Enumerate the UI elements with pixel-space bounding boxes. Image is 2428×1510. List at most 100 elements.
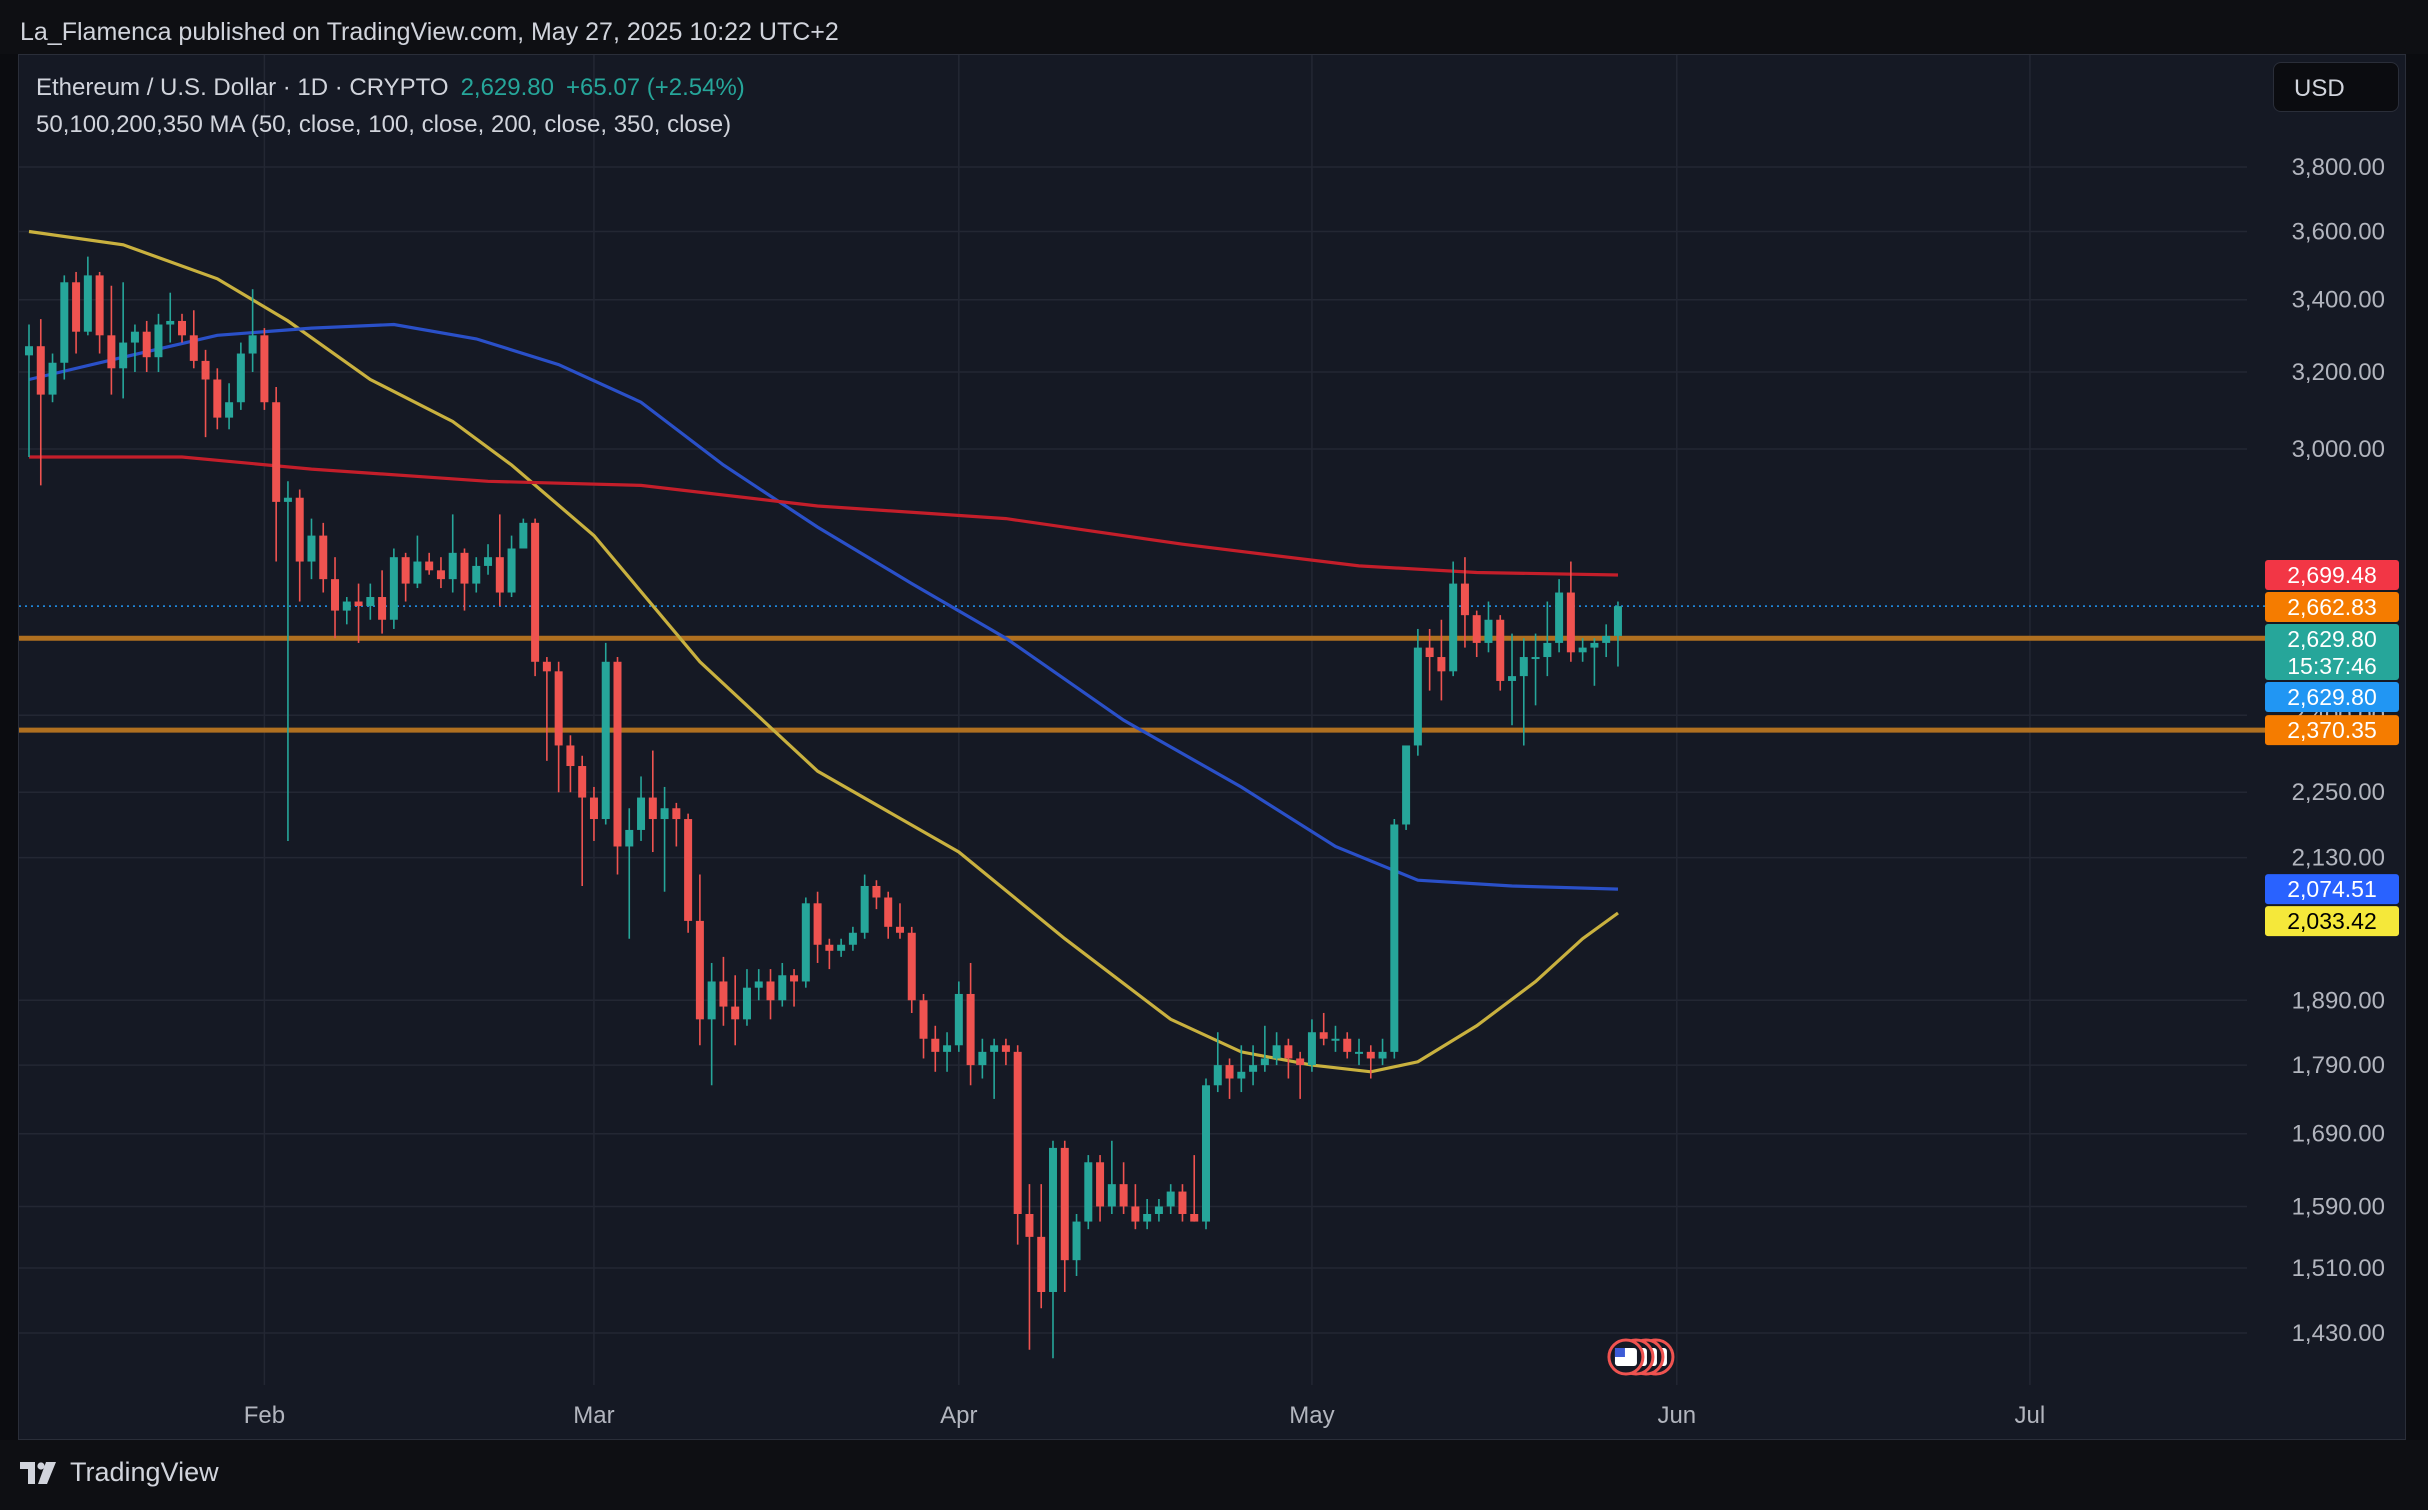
candle-body[interactable] (684, 819, 693, 921)
candle-body[interactable] (154, 324, 163, 358)
candle-body[interactable] (1131, 1206, 1140, 1222)
candle-body[interactable] (225, 402, 234, 418)
candle-body[interactable] (1508, 676, 1517, 681)
candle-body[interactable] (436, 570, 445, 580)
candle-body[interactable] (1213, 1065, 1222, 1086)
candle-body[interactable] (790, 975, 799, 982)
candle-body[interactable] (1260, 1058, 1269, 1066)
candle-body[interactable] (1402, 745, 1411, 825)
candle-body[interactable] (389, 557, 398, 620)
candle-body[interactable] (1413, 647, 1422, 746)
price-tag[interactable] (2265, 591, 2399, 622)
candle-body[interactable] (1072, 1221, 1081, 1261)
candle-body[interactable] (719, 981, 728, 1007)
candle-body[interactable] (978, 1051, 987, 1066)
candle-body[interactable] (342, 601, 351, 611)
candle-body[interactable] (72, 282, 81, 332)
candle-body[interactable] (872, 885, 881, 898)
candle-body[interactable] (895, 926, 904, 933)
price-tag[interactable] (2265, 715, 2399, 746)
candle-body[interactable] (1613, 606, 1622, 636)
candle-body[interactable] (884, 897, 893, 927)
candle-body[interactable] (637, 797, 646, 830)
candle-body[interactable] (1307, 1032, 1316, 1066)
candle-body[interactable] (1190, 1213, 1199, 1222)
candle-body[interactable] (378, 597, 387, 620)
candle-body[interactable] (1484, 619, 1493, 643)
candle-body[interactable] (1531, 657, 1540, 660)
candle-body[interactable] (589, 797, 598, 820)
candle-body[interactable] (248, 335, 257, 354)
moving-average-100[interactable] (28, 322, 1619, 891)
candle-body[interactable] (837, 944, 846, 951)
candle-body[interactable] (766, 981, 775, 1001)
candle-body[interactable] (142, 331, 151, 358)
candle-body[interactable] (1355, 1051, 1364, 1054)
candle-body[interactable] (272, 402, 281, 502)
candle-body[interactable] (495, 557, 504, 593)
candle-body[interactable] (507, 548, 516, 593)
candle-body[interactable] (178, 320, 187, 336)
candle-body[interactable] (1449, 583, 1458, 672)
candle-body[interactable] (1284, 1045, 1293, 1059)
candle-body[interactable] (1425, 647, 1434, 658)
candle-body[interactable] (260, 335, 269, 403)
candle-body[interactable] (1143, 1213, 1152, 1222)
moving-average-350[interactable] (29, 455, 1619, 577)
candle-body[interactable] (1107, 1184, 1116, 1207)
candle-body[interactable] (1331, 1038, 1340, 1041)
candle-body[interactable] (554, 671, 563, 746)
candle-body[interactable] (448, 552, 457, 580)
candle-body[interactable] (966, 993, 975, 1066)
candle-body[interactable] (648, 797, 657, 820)
candle-body[interactable] (778, 975, 787, 1001)
candle-body[interactable] (1319, 1032, 1328, 1039)
candle-body[interactable] (213, 379, 222, 418)
candle-body[interactable] (95, 275, 104, 336)
candle-body[interactable] (472, 565, 481, 584)
candle-body[interactable] (307, 535, 316, 562)
candle-body[interactable] (601, 661, 610, 820)
candle-body[interactable] (354, 601, 363, 607)
candle-body[interactable] (1272, 1045, 1281, 1059)
candle-body[interactable] (801, 903, 810, 982)
candle-body[interactable] (1119, 1184, 1128, 1207)
candle-body[interactable] (331, 579, 340, 611)
candle-body[interactable] (860, 885, 869, 933)
candle-body[interactable] (1060, 1147, 1069, 1261)
candle-body[interactable] (813, 903, 822, 945)
candle-body[interactable] (1048, 1147, 1057, 1292)
candle-body[interactable] (1178, 1191, 1187, 1214)
candle-body[interactable] (189, 335, 198, 361)
candle-body[interactable] (1237, 1071, 1246, 1079)
candle-body[interactable] (943, 1045, 952, 1052)
candle-body[interactable] (283, 497, 292, 502)
candle-body[interactable] (1602, 635, 1611, 643)
candle-body[interactable] (413, 561, 422, 584)
candle-body[interactable] (954, 993, 963, 1046)
candle-body[interactable] (1460, 583, 1469, 616)
indicator-label[interactable]: 50,100,200,350 MA (50, close, 100, close… (36, 111, 732, 138)
price-tag[interactable] (2265, 906, 2399, 937)
candle-body[interactable] (531, 522, 540, 662)
candle-body[interactable] (1390, 824, 1399, 1052)
candle-body[interactable] (1555, 592, 1564, 643)
candle-body[interactable] (1084, 1162, 1093, 1222)
candle-body[interactable] (1037, 1236, 1046, 1292)
candle-body[interactable] (401, 557, 410, 584)
candle-body[interactable] (848, 932, 857, 945)
candle-body[interactable] (107, 335, 116, 369)
candle-body[interactable] (236, 353, 245, 403)
candle-body[interactable] (1225, 1065, 1234, 1079)
candle-body[interactable] (1249, 1065, 1258, 1072)
candle-body[interactable] (295, 497, 304, 562)
candle-body[interactable] (1166, 1191, 1175, 1207)
candle-body[interactable] (1366, 1051, 1375, 1059)
currency-button[interactable]: USD (2273, 62, 2399, 112)
candle-body[interactable] (919, 1000, 928, 1039)
candle-body[interactable] (707, 981, 716, 1020)
candle-body[interactable] (1296, 1058, 1305, 1066)
candle-body[interactable] (566, 745, 575, 767)
candle-body[interactable] (201, 360, 210, 380)
candle-body[interactable] (1013, 1051, 1022, 1214)
